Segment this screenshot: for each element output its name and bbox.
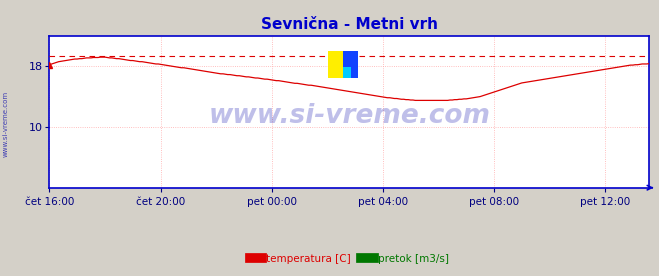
Legend: temperatura [C], pretok [m3/s]: temperatura [C], pretok [m3/s] <box>245 250 453 268</box>
Title: Sevnična - Metni vrh: Sevnična - Metni vrh <box>261 17 438 32</box>
Bar <box>328 51 343 78</box>
Bar <box>343 67 351 78</box>
Text: www.si-vreme.com: www.si-vreme.com <box>2 91 9 157</box>
Text: www.si-vreme.com: www.si-vreme.com <box>208 103 490 129</box>
Bar <box>343 51 358 78</box>
